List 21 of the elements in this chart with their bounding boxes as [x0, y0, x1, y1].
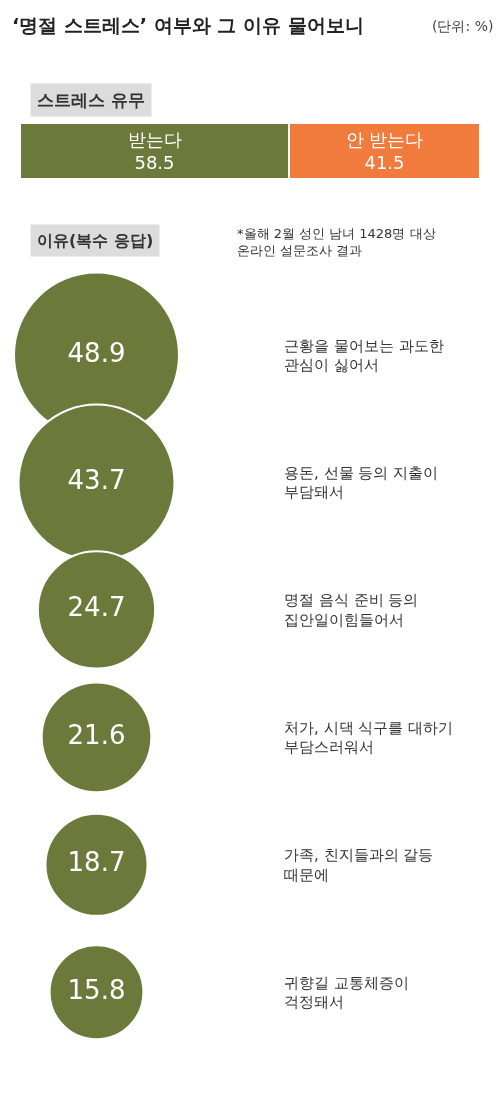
text: 스트레스 유무: [37, 90, 145, 110]
data-label: 41.5: [364, 151, 405, 173]
data-label: 48.9: [67, 337, 126, 368]
data-label: 21.6: [67, 719, 126, 750]
category-label: 귀향길 교통체증이 걱정돼서: [284, 973, 409, 1012]
data-label: 24.7: [67, 592, 126, 623]
category-label: 명절 음식 준비 등의 집안일이힘들어서: [284, 591, 419, 629]
data-label: 58.5: [134, 151, 175, 173]
data-label: 15.8: [67, 974, 126, 1005]
category-label: 근황을 물어보는 과도한 관심이 싫어서: [284, 336, 444, 375]
series-label: 안 받는다: [345, 128, 424, 150]
category-label: 용돈, 선물 등의 지출이 부담돼서: [284, 463, 439, 502]
text: 이유(복수 응답): [37, 231, 154, 250]
category-label: 처가, 시댁 식구를 대하기 부담스러워서: [284, 718, 454, 757]
text: *올해 2월 성인 남녀 1428명 대상 온라인 설문조사 결과: [237, 226, 436, 258]
chart-subtitle: (단위: %): [432, 18, 494, 34]
series-label: 받는다: [127, 128, 182, 150]
data-label: 43.7: [67, 464, 126, 495]
category-label: 가족, 친지들과의 갈등 때문에: [284, 846, 434, 884]
data-label: 18.7: [67, 847, 126, 878]
chart-title: ‘명절 스트레스’ 여부와 그 이유 물어보니: [12, 14, 364, 36]
